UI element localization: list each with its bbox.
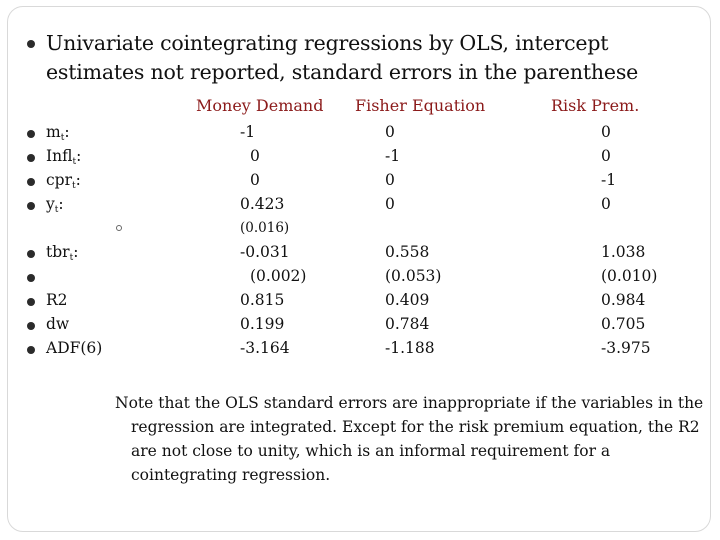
fisher-equation-value: 0 bbox=[385, 195, 395, 213]
money-demand-value: 0.199 bbox=[240, 315, 285, 333]
fisher-equation-stderr: (0.053) bbox=[385, 267, 442, 285]
money-demand-stderr: (0.002) bbox=[250, 267, 307, 285]
row-bullet-cpr bbox=[27, 178, 35, 186]
risk-premium-value: 0 bbox=[601, 123, 611, 141]
row-label-cpr: cprt: bbox=[46, 171, 81, 191]
row-bullet-r2 bbox=[27, 298, 35, 306]
row-bullet-y bbox=[27, 202, 35, 210]
header-money-demand: Money Demand bbox=[196, 96, 324, 115]
risk-premium-value: 1.038 bbox=[601, 243, 646, 261]
row-label-dw: dw bbox=[46, 315, 70, 333]
slide-title: Univariate cointegrating regressions by … bbox=[46, 31, 639, 84]
money-demand-value: 0.423 bbox=[240, 195, 285, 213]
fisher-equation-value: 0.784 bbox=[385, 315, 430, 333]
money-demand-value: -0.031 bbox=[240, 243, 290, 261]
row-bullet-m bbox=[27, 130, 35, 138]
header-risk-premium: Risk Prem. bbox=[551, 96, 640, 115]
risk-premium-value: 0 bbox=[601, 195, 611, 213]
row-label-m: mt: bbox=[46, 123, 70, 143]
row-bullet-empty bbox=[27, 274, 35, 282]
risk-premium-value: -3.975 bbox=[601, 339, 651, 357]
fisher-equation-value: -1.188 bbox=[385, 339, 435, 357]
money-demand-value: -1 bbox=[240, 123, 256, 141]
risk-premium-value: 0.705 bbox=[601, 315, 646, 333]
footnote: Note that the OLS standard errors are in… bbox=[115, 394, 704, 484]
fisher-equation-value: 0 bbox=[385, 123, 395, 141]
row-label-infl: Inflt: bbox=[46, 147, 82, 167]
row-label-adf: ADF(6) bbox=[46, 339, 103, 357]
fisher-equation-value: -1 bbox=[385, 147, 401, 165]
money-demand-value: 0 bbox=[250, 171, 260, 189]
row-bullet-infl bbox=[27, 154, 35, 162]
money-demand-value: -3.164 bbox=[240, 339, 290, 357]
sub-bullet bbox=[116, 225, 122, 231]
risk-premium-stderr: (0.010) bbox=[601, 267, 658, 285]
row-bullet-adf bbox=[27, 346, 35, 354]
fisher-equation-value: 0.409 bbox=[385, 291, 430, 309]
row-label-y: yt: bbox=[46, 195, 64, 215]
risk-premium-value: 0.984 bbox=[601, 291, 646, 309]
title-bullet bbox=[27, 40, 35, 48]
row-label-tbr: tbrt: bbox=[46, 243, 79, 263]
risk-premium-value: 0 bbox=[601, 147, 611, 165]
row-bullet-dw bbox=[27, 322, 35, 330]
row-bullet-tbr bbox=[27, 250, 35, 258]
header-fisher-equation: Fisher Equation bbox=[355, 96, 486, 115]
row-label-r2: R2 bbox=[46, 291, 68, 309]
money-demand-value: 0 bbox=[250, 147, 260, 165]
fisher-equation-value: 0 bbox=[385, 171, 395, 189]
money-demand-value: 0.815 bbox=[240, 291, 285, 309]
fisher-equation-value: 0.558 bbox=[385, 243, 430, 261]
money-demand-stderr: (0.016) bbox=[240, 220, 290, 236]
slide-frame bbox=[7, 6, 711, 532]
risk-premium-value: -1 bbox=[601, 171, 617, 189]
